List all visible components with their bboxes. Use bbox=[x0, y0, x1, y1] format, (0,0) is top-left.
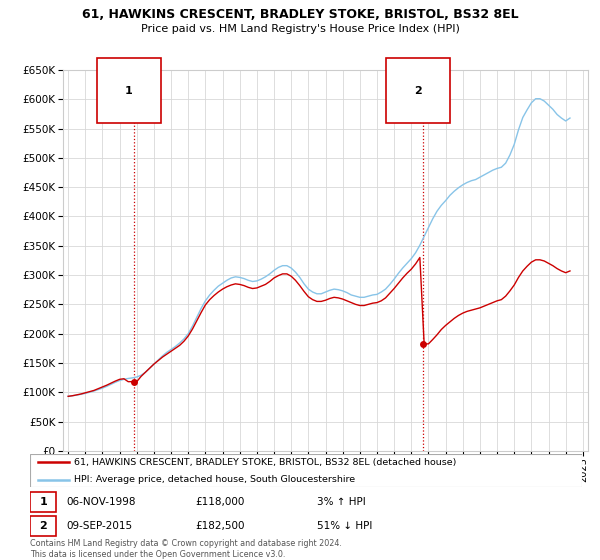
Text: 51% ↓ HPI: 51% ↓ HPI bbox=[317, 521, 373, 531]
Bar bbox=[30, 492, 56, 512]
Text: Price paid vs. HM Land Registry's House Price Index (HPI): Price paid vs. HM Land Registry's House … bbox=[140, 24, 460, 34]
Text: £118,000: £118,000 bbox=[196, 497, 245, 507]
Text: 09-SEP-2015: 09-SEP-2015 bbox=[66, 521, 132, 531]
Text: 1: 1 bbox=[40, 497, 47, 507]
Text: 3% ↑ HPI: 3% ↑ HPI bbox=[317, 497, 366, 507]
Text: 1: 1 bbox=[125, 86, 133, 96]
Text: 2: 2 bbox=[40, 521, 47, 531]
Text: 06-NOV-1998: 06-NOV-1998 bbox=[66, 497, 136, 507]
Text: Contains HM Land Registry data © Crown copyright and database right 2024.
This d: Contains HM Land Registry data © Crown c… bbox=[30, 539, 342, 559]
Text: £182,500: £182,500 bbox=[196, 521, 245, 531]
Text: 61, HAWKINS CRESCENT, BRADLEY STOKE, BRISTOL, BS32 8EL (detached house): 61, HAWKINS CRESCENT, BRADLEY STOKE, BRI… bbox=[74, 458, 457, 466]
Text: 61, HAWKINS CRESCENT, BRADLEY STOKE, BRISTOL, BS32 8EL: 61, HAWKINS CRESCENT, BRADLEY STOKE, BRI… bbox=[82, 8, 518, 21]
Bar bbox=[30, 516, 56, 536]
Text: 2: 2 bbox=[414, 86, 422, 96]
Text: HPI: Average price, detached house, South Gloucestershire: HPI: Average price, detached house, Sout… bbox=[74, 475, 355, 484]
